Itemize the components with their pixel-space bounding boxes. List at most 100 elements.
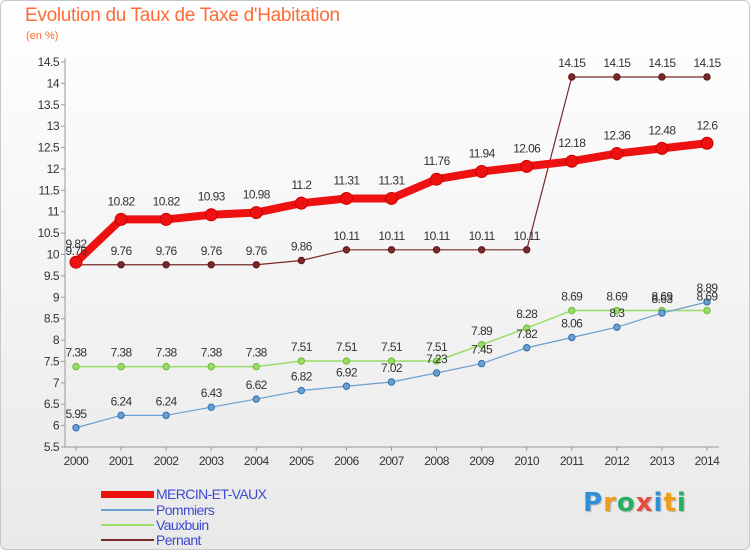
series-3-point-8 [432,246,441,254]
series-0-label-13: 12.48 [648,123,676,137]
series-0-label-4: 10.98 [243,188,271,202]
series-2-point-9 [477,341,486,349]
series-2-label-5: 7.51 [291,340,313,354]
series-1-label-4: 6.62 [246,378,268,392]
series-2-point-14 [703,306,711,315]
series-1-label-5: 6.82 [291,370,313,384]
series-1-point-0 [72,424,80,432]
series-1-point-9 [477,359,486,368]
series-1-label-10: 7.82 [516,327,538,341]
series-3-label-7: 10.11 [378,229,405,243]
series-3-label-0: 9.76 [66,244,88,258]
series-0-point-2 [159,212,173,226]
y-tick-label-4: 7.5 [44,354,60,368]
y-tick-label-0: 5.5 [44,440,60,454]
series-3-label-9: 10.11 [469,229,496,243]
series-1-label-6: 6.92 [336,365,358,379]
y-tick-label-8: 9.5 [44,269,60,283]
series-1-point-3 [207,403,215,411]
series-2-point-1 [117,362,125,371]
series-0-point-11 [565,154,579,168]
series-2-label-7: 7.51 [381,340,403,354]
series-1-label-7: 7.02 [381,361,403,375]
legend-label-pernant: Pernant [156,532,201,548]
y-tick-label-14: 12.5 [38,141,60,155]
series-1-label-11: 8.06 [561,316,583,330]
x-tick-label-12: 2012 [605,454,631,468]
series-0-label-1: 10.82 [108,194,136,208]
series-2-label-13: 8.69 [651,290,673,304]
series-2-label-12: 8.69 [606,290,628,304]
series-2-point-7 [387,357,396,365]
legend-item-pernant: Pernant [101,532,201,548]
series-2-label-0: 7.38 [66,346,88,360]
series-0-label-5: 11.2 [291,178,312,192]
logo-letter: o [616,488,636,518]
series-1-point-12 [613,323,621,331]
series-3-point-10 [523,246,531,254]
y-tick-label-15: 13 [47,119,60,133]
x-tick-label-3: 2003 [199,454,225,468]
logo-letter: x [635,488,654,518]
series-3-label-2: 9.76 [156,244,178,258]
y-tick-label-1: 6 [53,419,60,433]
x-tick-label-10: 2010 [514,454,540,468]
series-0-label-14: 12.6 [697,118,719,132]
y-tick-label-16: 13.5 [38,98,60,112]
y-tick-label-12: 11.5 [39,183,60,197]
series-2-label-10: 8.28 [516,307,538,321]
series-3-point-7 [387,246,396,254]
series-1-point-7 [387,378,396,386]
series-0-point-7 [385,191,398,205]
x-tick-label-9: 2009 [469,454,495,468]
series-1-point-14 [703,298,711,306]
legend-label-mercin: MERCIN-ET-VAUX [156,486,267,502]
x-tick-label-14: 2014 [695,454,721,468]
series-1-point-10 [523,344,531,352]
series-2-label-9: 7.89 [471,324,493,338]
proxiti-logo: Proxiti [583,488,687,518]
x-tick-label-8: 2008 [424,454,450,468]
series-1-label-9: 7.45 [471,343,493,357]
x-tick-label-6: 2006 [334,454,360,468]
legend-swatch-vauxbuin [101,524,154,526]
legend-item-pommiers: Pommiers [101,502,215,518]
series-2-label-1: 7.38 [111,346,133,360]
series-2-label-6: 7.51 [336,340,358,354]
y-tick-label-3: 7 [53,376,60,390]
series-0-point-14 [700,136,714,150]
x-tick-label-11: 2011 [560,454,585,468]
series-3-point-4 [252,261,260,269]
x-tick-label-2: 2002 [154,454,180,468]
series-0-point-12 [610,147,624,161]
series-2-label-4: 7.38 [246,346,268,360]
series-2-label-2: 7.38 [156,346,178,360]
x-tick-label-13: 2013 [650,454,676,468]
series-0-point-8 [430,172,444,186]
logo-letter: t [663,488,677,518]
series-2-point-3 [207,362,215,371]
series-1-label-8: 7.23 [426,352,448,366]
series-1-point-13 [658,309,666,317]
series-2-point-0 [72,362,80,371]
series-1-label-0: 5.95 [66,407,88,421]
series-0-point-1 [114,212,128,226]
y-tick-label-11: 11 [48,205,60,219]
series-3-label-12: 14.15 [603,56,631,70]
series-3-point-9 [477,246,486,254]
series-1-label-1: 6.24 [111,394,133,408]
series-0-label-7: 11.31 [378,173,405,187]
series-1-label-2: 6.24 [156,394,178,408]
series-0-label-12: 12.36 [603,129,631,143]
series-1-point-2 [162,411,170,420]
series-1-point-11 [568,333,576,342]
series-1-label-14: 8.89 [697,281,719,295]
series-3-point-11 [568,73,576,81]
series-0-label-8: 11.76 [424,154,451,168]
y-tick-label-6: 8.5 [44,312,60,326]
series-1-label-12: 8.3 [609,306,625,320]
series-1-point-8 [432,369,441,377]
series-0-label-11: 12.18 [558,136,586,150]
series-0-label-3: 10.93 [198,190,226,204]
